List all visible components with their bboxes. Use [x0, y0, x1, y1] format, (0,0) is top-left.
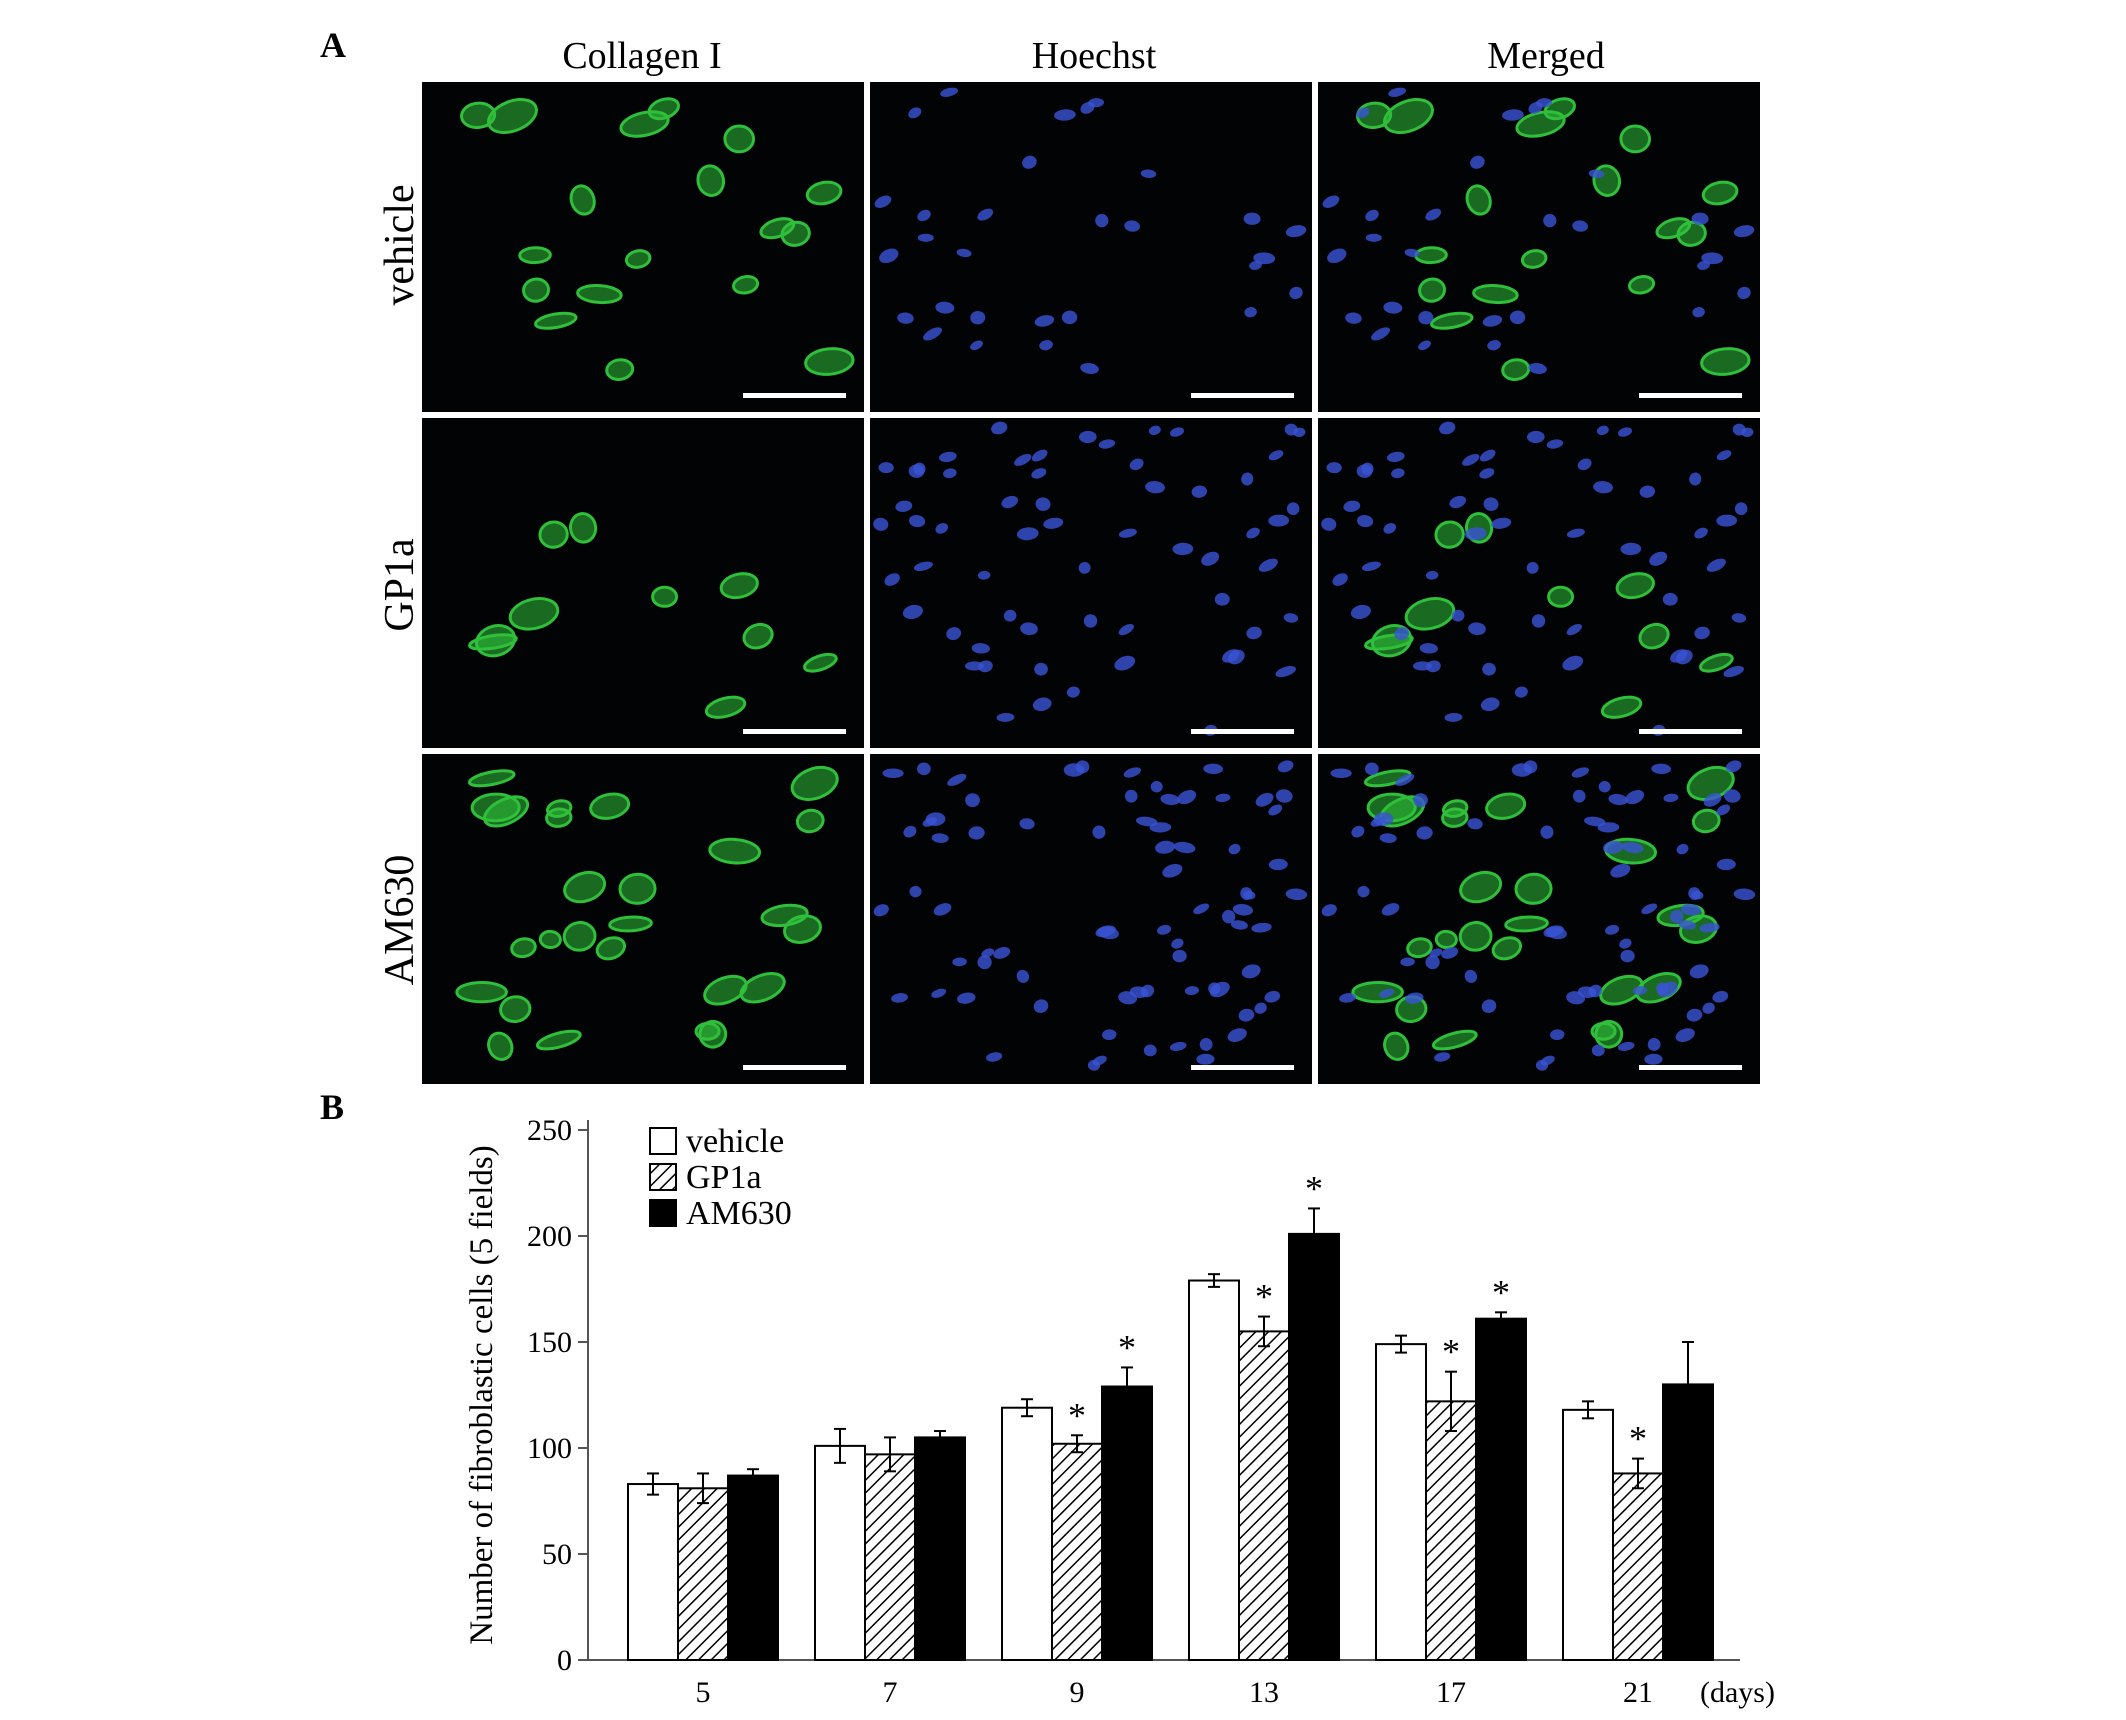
- bar-gp1a-13: [1238, 1330, 1290, 1661]
- bar-am630-5: [727, 1474, 779, 1661]
- bar-am630-7: [914, 1436, 966, 1661]
- scale-bar: [743, 729, 846, 734]
- scale-bar: [1639, 1065, 1742, 1070]
- legend-swatch-gp1a: [649, 1163, 677, 1191]
- column-header-merged: Merged: [1487, 35, 1605, 77]
- panel-a-letter: A: [320, 25, 346, 65]
- bar-vehicle-17: [1375, 1343, 1427, 1661]
- significance-marker: *: [1442, 1332, 1460, 1372]
- micrograph-gp1a-hoechst: [870, 418, 1312, 748]
- column-header-collagen: Collagen I: [562, 35, 722, 77]
- bar-gp1a-17: [1425, 1400, 1477, 1661]
- significance-marker: *: [1068, 1395, 1086, 1435]
- scale-bar: [1191, 729, 1294, 734]
- legend-swatch-vehicle: [649, 1127, 677, 1155]
- row-header-vehicle: vehicle: [377, 184, 423, 306]
- row-header-gp1a: GP1a: [377, 538, 423, 632]
- x-tick-label: 5: [696, 1676, 711, 1709]
- bar-vehicle-21: [1562, 1408, 1614, 1661]
- micrograph-am630-collagen: [422, 754, 864, 1084]
- legend-label-vehicle: vehicle: [686, 1123, 784, 1160]
- significance-marker: *: [1305, 1168, 1323, 1208]
- legend-label-am630: AM630: [686, 1195, 792, 1232]
- y-tick-label: 0: [557, 1644, 572, 1677]
- micrograph-am630-hoechst: [870, 754, 1312, 1084]
- y-tick-label: 250: [527, 1114, 572, 1147]
- y-tick-label: 200: [527, 1220, 572, 1253]
- micrograph-am630-merged: [1318, 754, 1760, 1084]
- micrograph-vehicle-collagen: [422, 82, 864, 412]
- bar-chart: 0 50 100 150 200 250 Number of fibroblastic ce…: [464, 1114, 1775, 1709]
- micrograph-grid: [422, 82, 1768, 1092]
- bar-gp1a-9: [1051, 1442, 1103, 1662]
- significance-marker: *: [1492, 1272, 1510, 1312]
- legend-swatch-am630: [649, 1199, 677, 1227]
- bar-gp1a-5: [677, 1487, 729, 1661]
- x-tick-label: 9: [1070, 1676, 1085, 1709]
- bar-am630-21: [1662, 1383, 1714, 1661]
- scale-bar: [1639, 393, 1742, 398]
- column-header-hoechst: Hoechst: [1031, 35, 1157, 77]
- scale-bar: [1191, 393, 1294, 398]
- bar-am630-13: [1288, 1232, 1340, 1661]
- scale-bar: [743, 393, 846, 398]
- y-axis-label: Number of fibroblastic cells (5 fields): [464, 1145, 500, 1644]
- bar-vehicle-5: [627, 1483, 679, 1662]
- significance-marker: *: [1629, 1419, 1647, 1459]
- bar-gp1a-21: [1612, 1472, 1664, 1661]
- x-tick-label: 21: [1623, 1676, 1653, 1709]
- x-axis-label: (days): [1700, 1676, 1775, 1709]
- significance-marker: *: [1118, 1327, 1136, 1367]
- x-tick-label: 13: [1249, 1676, 1279, 1709]
- scale-bar: [1639, 729, 1742, 734]
- bar-vehicle-9: [1001, 1406, 1053, 1661]
- scale-bar: [743, 1065, 846, 1070]
- y-tick-label: 150: [527, 1326, 572, 1359]
- panel-b-letter: B: [320, 1087, 345, 1127]
- bar-gp1a-7: [864, 1453, 916, 1661]
- bar-am630-17: [1475, 1317, 1527, 1661]
- significance-marker: *: [1255, 1277, 1273, 1317]
- micrograph-vehicle-hoechst: [870, 82, 1312, 412]
- scale-bar: [1191, 1065, 1294, 1070]
- bar-am630-9: [1101, 1385, 1153, 1661]
- y-tick-label: 50: [542, 1538, 572, 1571]
- row-header-am630: AM630: [377, 854, 423, 986]
- bar-vehicle-13: [1188, 1279, 1240, 1662]
- micrograph-gp1a-merged: [1318, 418, 1760, 748]
- micrograph-gp1a-collagen: [422, 418, 864, 748]
- y-tick-label: 100: [527, 1432, 572, 1465]
- x-tick-label: 7: [883, 1676, 898, 1709]
- micrograph-vehicle-merged: [1318, 82, 1760, 412]
- x-tick-label: 17: [1436, 1676, 1466, 1709]
- bar-vehicle-7: [814, 1444, 866, 1661]
- legend-label-gp1a: GP1a: [686, 1159, 762, 1196]
